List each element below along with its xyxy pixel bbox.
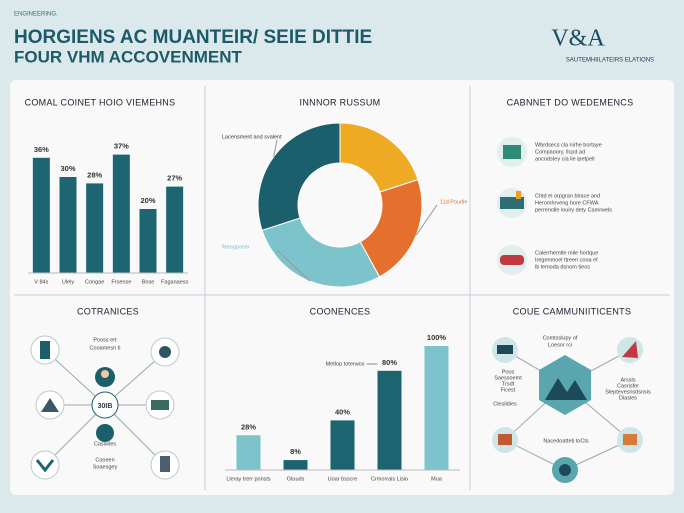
- item-text: lb lemoda dsnom tieos: [535, 264, 590, 270]
- item-text: Calerrhemtle mlie hortque: [535, 250, 598, 256]
- node-label: Comtsslupy of: [543, 335, 578, 341]
- node-label: Loesor rci: [548, 342, 572, 348]
- value-label: 80%: [382, 358, 397, 367]
- node-label: Ficest: [501, 387, 516, 393]
- value-label: 28%: [241, 422, 256, 431]
- node-label: Cooeen: [95, 457, 114, 463]
- network-center: 30IB: [98, 403, 113, 410]
- node-label: Trsdt: [502, 381, 515, 387]
- x-tick-label: Crmorrais Lisio: [371, 476, 408, 482]
- panel-title: INNNOR RUSSUM: [300, 97, 381, 107]
- bar: [112, 154, 130, 273]
- value-label: 100%: [427, 333, 447, 342]
- slice-label: 11d Poudie: [440, 199, 467, 205]
- item-text: Heromhrveng hore CFWA: [535, 200, 599, 206]
- x-tick-label: Faganaess: [161, 279, 188, 285]
- node-label: Nacedoatteti toCts: [543, 438, 588, 444]
- item-text: aocodstey cia lie ipetpell: [535, 156, 595, 162]
- title-2: FOUR VHM ACCOVENMENT: [14, 47, 243, 66]
- panel-title: COUE CAMMUNIITICENTS: [513, 306, 632, 316]
- node-label: Cooamesn ti: [90, 345, 121, 351]
- node-label: Pooss ert: [93, 337, 117, 343]
- network-nodes: [30, 335, 180, 480]
- value-label: 36%: [34, 145, 49, 154]
- bar: [166, 186, 184, 273]
- value-label: 28%: [87, 170, 102, 179]
- logo: V&A: [551, 26, 605, 52]
- node-label: Poos: [502, 369, 515, 375]
- kicker: ENGINEERING.: [14, 12, 58, 18]
- slice-label: Meogpaner: [222, 244, 250, 250]
- bar: [283, 460, 308, 470]
- item-text: Iregenmoel ttreen cooa ef: [535, 257, 598, 263]
- value-label: 37%: [114, 142, 129, 151]
- panel-title: COONENCES: [310, 306, 371, 316]
- panel: [10, 80, 674, 495]
- bar: [59, 177, 77, 273]
- x-tick-label: Lleray trerr ponsts: [226, 476, 271, 482]
- panel-title: CABNNET DO WEDEMENCS: [507, 97, 634, 107]
- value-label: 8%: [290, 447, 301, 456]
- bar: [236, 435, 261, 470]
- community-nodes: [492, 337, 643, 483]
- panel-title: COMAL COINET HOIO VIEMEHNS: [25, 97, 176, 107]
- node-label: Casrisfer: [617, 383, 639, 389]
- slice: [261, 217, 381, 288]
- x-tick-label: Congae: [85, 279, 104, 285]
- x-tick-label: Gtuuds: [287, 476, 305, 482]
- slice-label: Lacensment and svalent: [222, 134, 282, 140]
- slice: [359, 179, 423, 278]
- bar: [424, 346, 449, 470]
- value-label: 30%: [60, 164, 75, 173]
- item-text: perrenolle louiry dety Camrwels: [535, 207, 612, 213]
- node-label: Diasles: [619, 395, 637, 401]
- bar: [139, 209, 157, 273]
- x-tick-label: V 84s: [34, 279, 48, 285]
- leader: [415, 204, 438, 236]
- title: HORGIENS AC MUANTEIR/ SEIE DITTIE: [14, 27, 372, 48]
- bar: [330, 420, 355, 470]
- item-text: Chtd ei orpgran blrace and: [535, 193, 600, 199]
- value-label: 40%: [335, 407, 350, 416]
- x-tick-label: Uoar bsscre: [328, 476, 358, 482]
- item-text: Compaoory, llcpd ad: [535, 149, 585, 155]
- node-label: Saessoemt: [494, 375, 522, 381]
- icons: [497, 137, 527, 275]
- slice: [257, 122, 341, 231]
- x-tick-label: Bose: [142, 279, 155, 285]
- x-tick-label: Ulely: [62, 279, 74, 285]
- node-label: Arssls: [621, 377, 636, 383]
- annotation: Metlop toterwos: [326, 361, 365, 367]
- logo-subtitle: SAUTEMHIILATEIRS ELATIONS: [566, 58, 654, 64]
- leader: [273, 139, 278, 157]
- node-label: Casiwtes: [94, 441, 117, 447]
- node-label: Sleptevesrisdsnsis: [605, 389, 651, 395]
- leader: [276, 249, 311, 282]
- bar: [32, 157, 50, 273]
- x-tick-label: Frsense: [111, 279, 131, 285]
- node-label: Soaesgey: [93, 464, 118, 470]
- bar: [377, 370, 402, 470]
- value-label: 27%: [167, 174, 182, 183]
- node-label: Clesildies: [493, 401, 517, 407]
- bar: [86, 183, 104, 273]
- value-label: 20%: [140, 196, 155, 205]
- item-text: Wbrdsecs cla nirhe bortaye: [535, 142, 602, 148]
- panel-title: COTRANICES: [77, 306, 139, 316]
- x-tick-label: Mua: [431, 476, 443, 482]
